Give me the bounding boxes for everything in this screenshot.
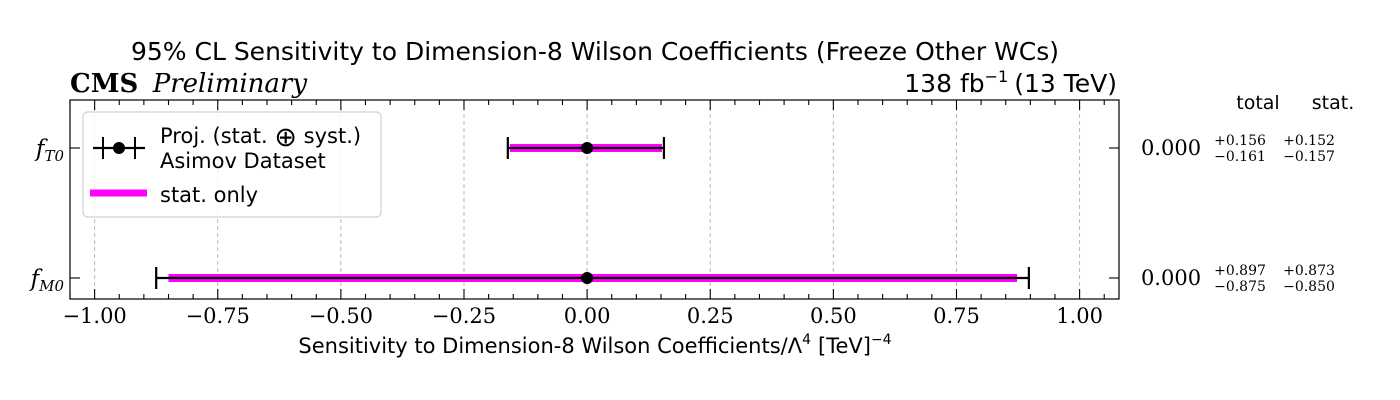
legend-proj-label: Proj. (stat. ⊕ syst.) <box>160 122 361 153</box>
x-axis-label: Sensitivity to Dimension-8 Wilson Coeffi… <box>298 332 891 358</box>
parameter-name: f <box>34 136 48 162</box>
lumi-label: 138 fb−1 (13 TeV) <box>904 67 1117 98</box>
results-table: 0.000 +0.156−0.161 +0.152−0.157 0.000 +0.897… <box>1141 133 1335 295</box>
parameter-label: fM0 <box>29 266 65 295</box>
data-layer <box>155 137 1030 289</box>
experiment-name: CMS <box>70 69 138 99</box>
energy-label: (13 TeV) <box>1014 69 1117 98</box>
legend-proj-part2: syst.) <box>304 124 361 148</box>
x-tick-label: 0.00 <box>564 304 611 328</box>
table-header-total: total <box>1236 92 1279 114</box>
stat-up-label: +0.152 <box>1283 133 1335 149</box>
x-tick-label: −0.25 <box>432 304 496 328</box>
axes <box>69 99 1120 300</box>
legend-stat-label: stat. only <box>160 183 258 207</box>
lumi-value: 138 fb <box>904 69 984 98</box>
x-tick-label: −1.00 <box>62 304 126 328</box>
lumi-exponent: −1 <box>985 67 1009 86</box>
stat-down-label: −0.850 <box>1283 279 1335 295</box>
total-up-label: +0.156 <box>1214 133 1266 149</box>
legend-errorbar-marker <box>93 137 145 159</box>
stat-down-label: −0.157 <box>1283 149 1335 165</box>
parameter-subscript: M0 <box>38 277 64 295</box>
parameter-label: fT0 <box>34 136 65 165</box>
experiment-label: CMS Preliminary <box>70 69 307 99</box>
x-tick-label: 0.75 <box>933 304 980 328</box>
legend: Proj. (stat. ⊕ syst.) Asimov Dataset sta… <box>82 111 382 218</box>
plot-frame <box>69 99 1120 300</box>
parameter-name: f <box>29 266 43 292</box>
x-axis-label-unit-power: −4 <box>871 332 892 348</box>
legend-oplus-symbol: ⊕ <box>274 122 297 153</box>
total-down-label: −0.161 <box>1214 149 1266 165</box>
central-value-label: 0.000 <box>1141 136 1201 160</box>
experiment-status: Preliminary <box>152 69 308 99</box>
total-down-label: −0.875 <box>1214 279 1266 295</box>
x-axis-label-main: Sensitivity to Dimension-8 Wilson Coeffi… <box>298 334 802 358</box>
central-value-label: 0.000 <box>1141 266 1201 290</box>
central-value-point <box>581 142 594 154</box>
x-tick-label: −0.50 <box>309 304 373 328</box>
legend-asimov-label: Asimov Dataset <box>160 149 326 173</box>
x-tick-label: −0.75 <box>186 304 250 328</box>
x-tick-label: 0.25 <box>687 304 734 328</box>
total-up-label: +0.897 <box>1214 263 1266 279</box>
table-header-stat: stat. <box>1312 92 1354 114</box>
legend-proj-part1: Proj. (stat. <box>160 124 268 148</box>
central-value-point <box>581 272 594 284</box>
stat-up-label: +0.873 <box>1283 263 1335 279</box>
x-tick-label: 1.00 <box>1056 304 1103 328</box>
x-tick-label: 0.50 <box>810 304 857 328</box>
parameter-subscript: T0 <box>44 147 64 165</box>
ticks: −1.00 −0.75 −0.50 −0.25 0.00 0.25 0.50 0.75 1.00 <box>62 100 1119 328</box>
x-axis-label-power: 4 <box>802 332 811 348</box>
legend-box <box>82 111 382 218</box>
x-axis-label-unit: [TeV] <box>818 334 871 358</box>
chart-title: 95% CL Sensitivity to Dimension-8 Wilson… <box>131 37 1059 66</box>
